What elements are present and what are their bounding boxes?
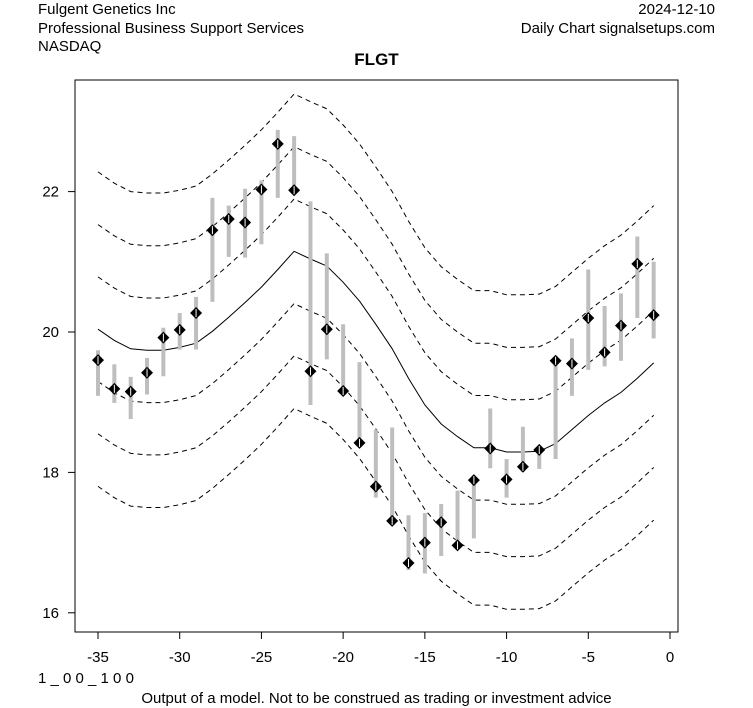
y-tick-label: 22 [42, 184, 59, 201]
x-tick-label: -5 [582, 649, 595, 666]
x-tick-label: -15 [414, 649, 436, 666]
company-name: Fulgent Genetics Inc [38, 1, 176, 18]
chart-source: Daily Chart signalsetups.com [520, 20, 715, 37]
x-tick-label: -20 [332, 649, 354, 666]
y-tick-label: 20 [42, 324, 59, 341]
band-line [97, 355, 655, 558]
band-line [97, 302, 655, 505]
x-tick-label: -35 [87, 649, 109, 666]
chart-title: FLGT [354, 50, 399, 69]
x-tick-label: -10 [496, 649, 518, 666]
industry: Professional Business Support Services [38, 20, 304, 37]
plot-frame [74, 79, 679, 633]
band-line [97, 93, 655, 296]
disclaimer: Output of a model. Not to be construed a… [141, 690, 612, 707]
center-line [97, 250, 655, 453]
x-tick-label: -30 [169, 649, 191, 666]
model-code: 1 _ 0 0 _ 1 0 0 [38, 670, 134, 687]
band-line [97, 146, 655, 348]
exchange: NASDAQ [38, 38, 102, 55]
x-tick-label: -25 [251, 649, 273, 666]
y-tick-label: 18 [42, 464, 59, 481]
band-line [97, 198, 655, 401]
chart-date: 2024-12-10 [638, 1, 715, 18]
x-tick-label: 0 [666, 649, 674, 666]
y-tick-label: 16 [42, 605, 59, 622]
